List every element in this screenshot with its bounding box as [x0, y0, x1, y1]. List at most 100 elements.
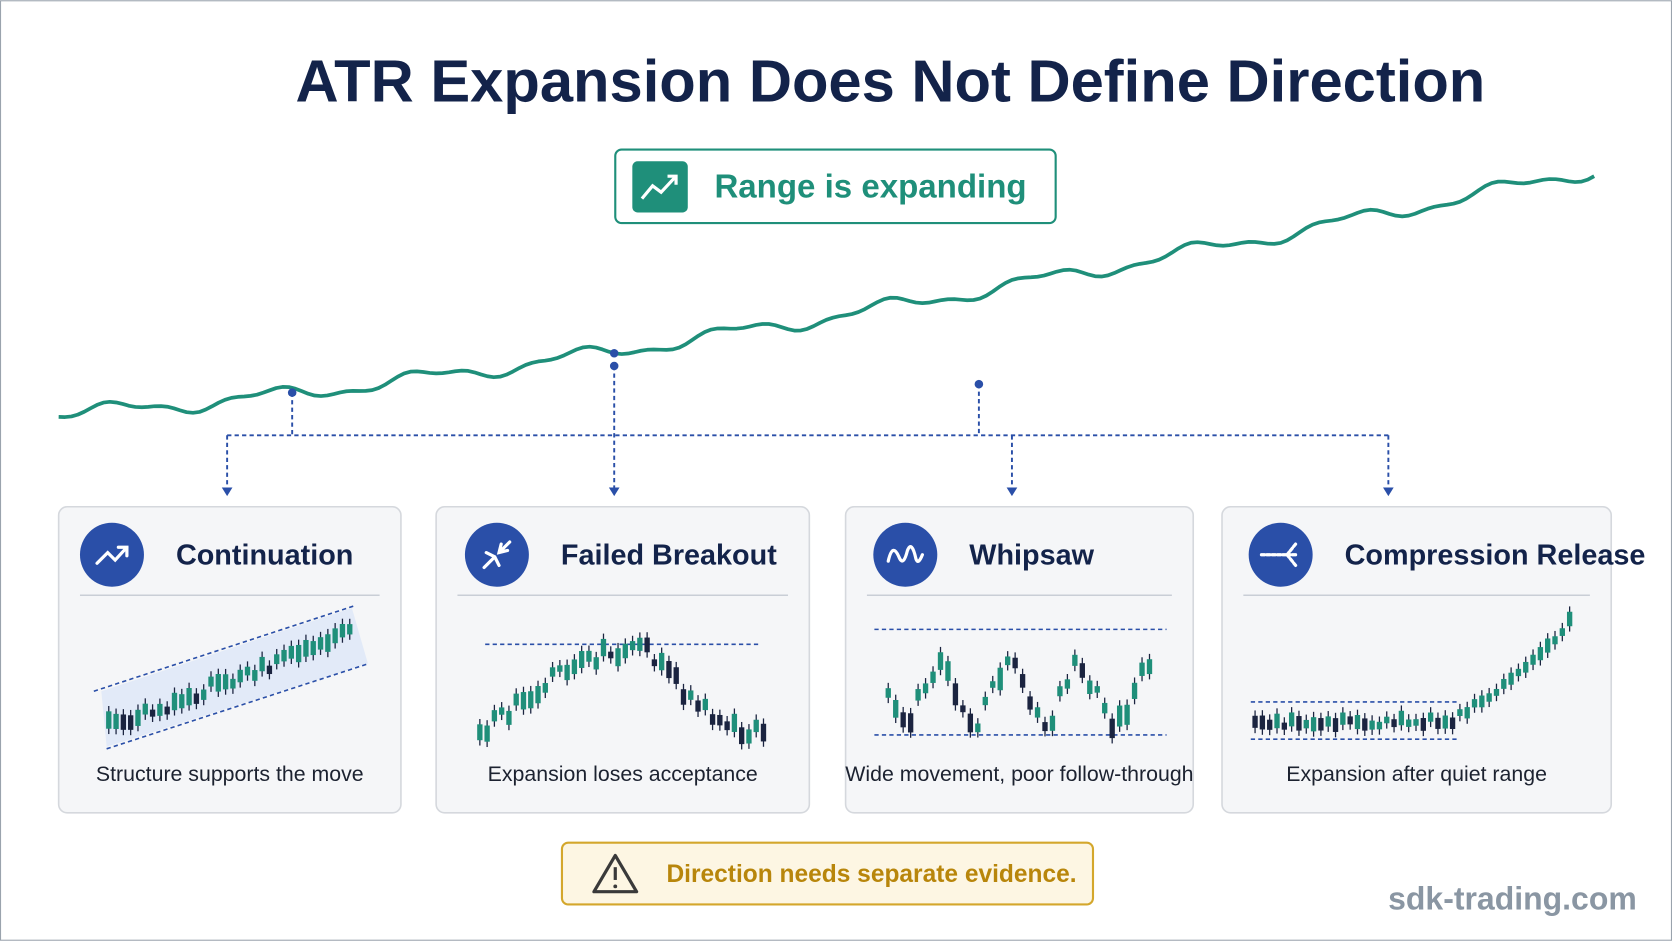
watermark: sdk-trading.com [1388, 881, 1637, 917]
dot [287, 388, 297, 397]
candle-body [1064, 679, 1071, 689]
candle-body [208, 676, 214, 687]
candle-body [930, 671, 936, 683]
candle-body [1005, 656, 1011, 666]
candle-body [1376, 721, 1383, 730]
candle-body [1391, 719, 1397, 728]
arrowhead [608, 487, 620, 497]
candle-body [513, 693, 519, 706]
candle-body [644, 637, 650, 653]
candle-body [164, 706, 170, 715]
candle-body [1486, 693, 1492, 702]
candle-body [310, 641, 316, 656]
candle-body [739, 727, 745, 745]
card-title: Whipsaw [969, 539, 1094, 571]
candle-body [1413, 719, 1419, 726]
candle-body [1427, 712, 1434, 722]
card-title: Compression Release [1345, 539, 1646, 571]
card-title: Failed Breakout [561, 539, 777, 571]
badge-icon [632, 161, 688, 213]
candle-body [1259, 715, 1266, 730]
candle-body [520, 692, 527, 710]
candle-body [673, 667, 679, 684]
candle-body [1303, 719, 1309, 729]
candle-body [600, 638, 607, 657]
candle-body [1435, 717, 1441, 729]
candle-body [193, 693, 200, 704]
candle-body [586, 650, 592, 662]
candle-body [528, 691, 534, 709]
candle-body [1079, 663, 1085, 678]
title: ATR Expansion Does Not Define Direction [295, 47, 1485, 114]
candle-body [960, 705, 966, 713]
candle-body [1442, 715, 1448, 729]
candle-body [1508, 672, 1514, 685]
candle-body [608, 651, 614, 659]
card-icon-glyph [95, 545, 129, 565]
candle-body [1325, 716, 1331, 727]
candle-body [1042, 722, 1048, 732]
connectors [226, 366, 1390, 491]
candle-body [1347, 716, 1353, 725]
card-title: Continuation [176, 539, 353, 571]
badge-box [614, 148, 1057, 225]
candle-body [622, 643, 628, 659]
candle-body [1034, 707, 1041, 718]
candle-body [1384, 716, 1390, 724]
candle-body [1449, 717, 1456, 729]
candle-body [274, 654, 280, 665]
candle-body [637, 637, 643, 651]
candle-body [1131, 682, 1138, 699]
card-icon-glyph [1259, 542, 1300, 568]
card-icon-glyph [482, 540, 512, 570]
candle-body [724, 721, 730, 731]
candle-body [982, 696, 988, 706]
candle-body [1318, 718, 1324, 731]
candle-body [688, 690, 694, 700]
candle-body [252, 670, 258, 681]
candle-body [1362, 718, 1368, 731]
candle-body [746, 729, 752, 744]
candle-body [1471, 699, 1478, 708]
candle-body [1124, 704, 1130, 725]
warning-icon-dot [613, 884, 618, 889]
candle-body [506, 710, 512, 725]
candle-body [937, 652, 944, 670]
card: Failed Breakout Expansion loses acceptanc… [435, 505, 811, 814]
candle-body [237, 669, 243, 683]
candle-body [1515, 668, 1522, 677]
candle-body [230, 678, 236, 689]
candle-body [1146, 659, 1153, 675]
candle-body [1464, 707, 1470, 719]
candle-body [317, 637, 324, 650]
candle-body [1072, 654, 1078, 666]
candle-body [1501, 678, 1507, 689]
candle-body [1354, 715, 1361, 730]
candle-body [1493, 688, 1500, 696]
candle-body [1369, 720, 1375, 730]
candle-body [1340, 712, 1346, 725]
card: Whipsaw Wide movement, poor follow-throug… [844, 505, 1195, 814]
candle-body [542, 683, 548, 693]
candle-body [1545, 638, 1551, 653]
candle-body [893, 699, 899, 718]
candle-body [1332, 718, 1339, 732]
candle-body [1523, 661, 1529, 673]
card: Compression Release Expansion after quiet… [1221, 505, 1646, 814]
candle-body [157, 703, 163, 716]
candle-body [215, 673, 221, 692]
candle-body [945, 661, 951, 681]
candle-body [1457, 709, 1463, 717]
guide-line [106, 662, 370, 750]
candle-body [1530, 654, 1536, 665]
warning-icon [592, 853, 639, 894]
candle-body [557, 665, 563, 672]
candle-body [1398, 710, 1405, 726]
candle-body [1019, 674, 1026, 688]
candle-body [885, 688, 891, 698]
candle-body [1310, 717, 1317, 732]
candle-body [1559, 628, 1565, 636]
candle-body [1281, 722, 1287, 730]
warning-box [560, 841, 1095, 906]
